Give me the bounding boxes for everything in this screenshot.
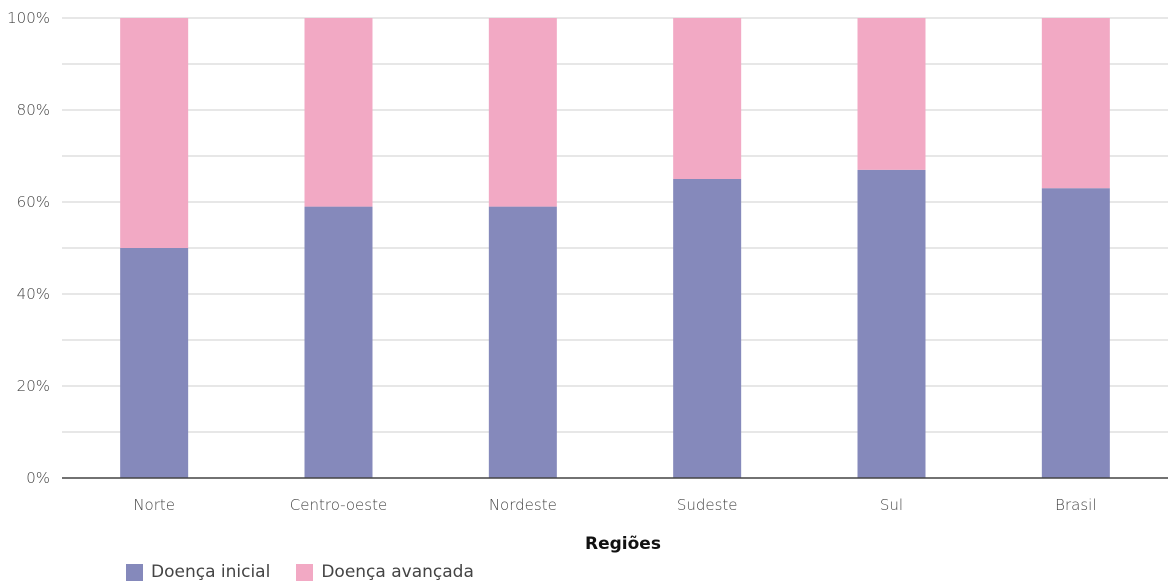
bar-segment-series-0 [120, 248, 188, 478]
x-axis-label: Regiões [585, 534, 661, 554]
y-tick-label: 100% [7, 9, 50, 27]
bar-segment-series-1 [673, 18, 741, 179]
bar-segment-series-0 [858, 170, 926, 478]
x-tick-label: Sul [880, 496, 903, 514]
x-tick-label: Sudeste [677, 496, 738, 514]
bar-segment-series-0 [673, 179, 741, 478]
y-tick-label: 80% [17, 101, 50, 119]
bar-segment-series-0 [489, 207, 557, 478]
bar-segment-series-1 [489, 18, 557, 207]
legend: Doença inicial Doença avançada [126, 562, 500, 582]
bar-segment-series-0 [305, 207, 373, 478]
legend-label-series-1: Doença avançada [321, 562, 474, 582]
y-tick-label: 20% [17, 377, 50, 395]
bar-segment-series-1 [305, 18, 373, 207]
x-tick-label: Norte [133, 496, 175, 514]
bar-segment-series-1 [120, 18, 188, 248]
x-tick-label: Centro-oeste [290, 496, 387, 514]
y-axis-ticks: 0% 20% 40% 60% 80% 100% [7, 9, 50, 487]
x-tick-label: Brasil [1055, 496, 1096, 514]
legend-item-series-0: Doença inicial [126, 562, 270, 582]
y-tick-label: 60% [17, 193, 50, 211]
x-tick-label: Nordeste [489, 496, 557, 514]
bar-segment-series-1 [1042, 18, 1110, 188]
y-tick-label: 0% [26, 469, 50, 487]
bar-segment-series-1 [858, 18, 926, 170]
legend-swatch-series-1 [296, 564, 313, 581]
x-axis-ticks: Norte Centro-oeste Nordeste Sudeste Sul Brasi… [133, 496, 1096, 514]
bar-segment-series-0 [1042, 188, 1110, 478]
gridlines [62, 18, 1168, 432]
legend-swatch-series-0 [126, 564, 143, 581]
y-tick-label: 40% [17, 285, 50, 303]
legend-label-series-0: Doença inicial [151, 562, 270, 582]
legend-item-series-1: Doença avançada [296, 562, 474, 582]
